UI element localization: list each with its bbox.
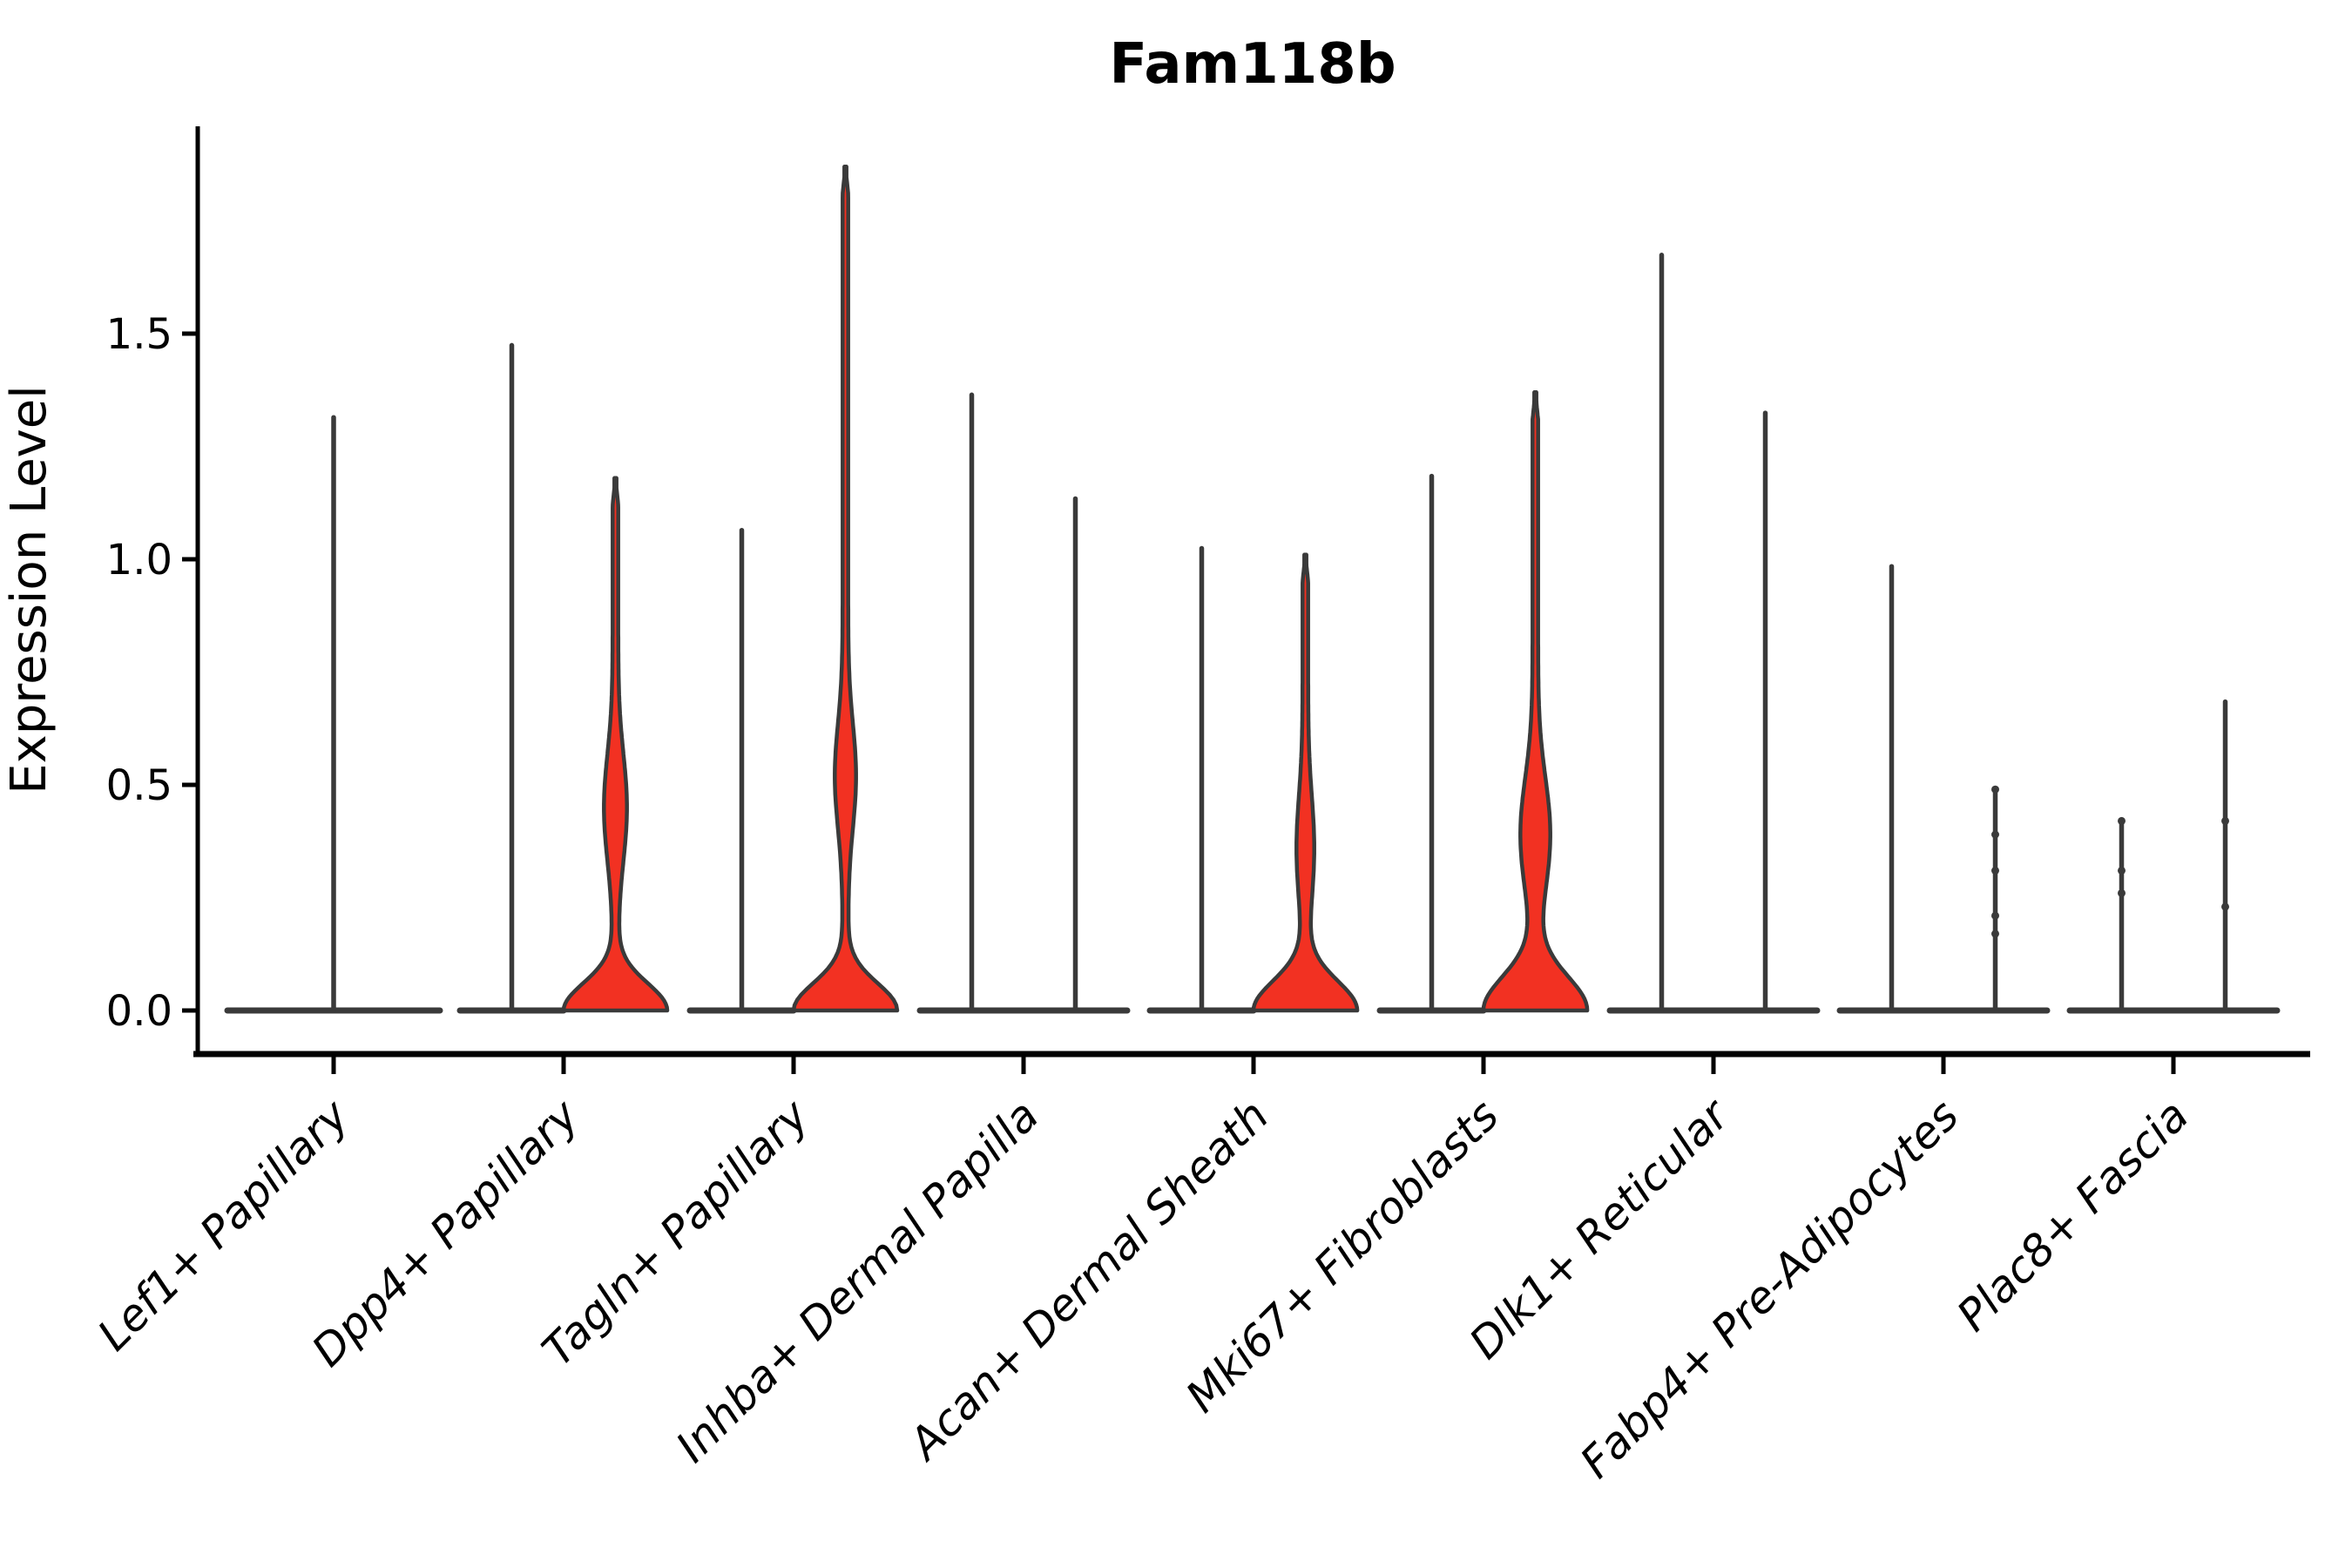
expression-dot <box>1991 830 1999 839</box>
chart-title: Fam118b <box>1109 32 1396 97</box>
violins-group <box>224 165 2281 1014</box>
violin-red <box>561 476 670 1013</box>
expression-dot <box>2118 816 2126 825</box>
y-tick-label: 0.0 <box>106 987 172 1036</box>
expression-dot <box>2118 866 2126 875</box>
expression-dot <box>1991 866 1999 875</box>
violin-red <box>1251 552 1360 1013</box>
expression-dot <box>1991 911 1999 920</box>
expression-dot <box>1991 929 1999 938</box>
expression-dot <box>2221 902 2229 911</box>
expression-dot <box>2221 816 2229 825</box>
y-tick-label: 0.5 <box>106 761 172 810</box>
x-tick-label: Inhba+ Dermal Papilla <box>666 1090 1048 1471</box>
violin-red <box>1481 390 1590 1013</box>
y-axis-label: Expression Level <box>1 385 57 794</box>
y-tick-label: 1.0 <box>106 536 172 585</box>
expression-dot <box>1991 785 1999 794</box>
x-tick-label: Fabp4+ Pre-Adipocytes <box>1571 1090 1969 1488</box>
violin-red <box>791 165 900 1013</box>
y-tick-label: 1.5 <box>106 310 172 359</box>
x-tick-label: Lef1+ Papillary <box>88 1089 359 1360</box>
x-tick-label: Plac8+ Fascia <box>1948 1090 2199 1341</box>
y-axis-ticks: 0.0 0.5 1.0 1.5 <box>106 310 198 1036</box>
expression-dot <box>2118 889 2126 897</box>
